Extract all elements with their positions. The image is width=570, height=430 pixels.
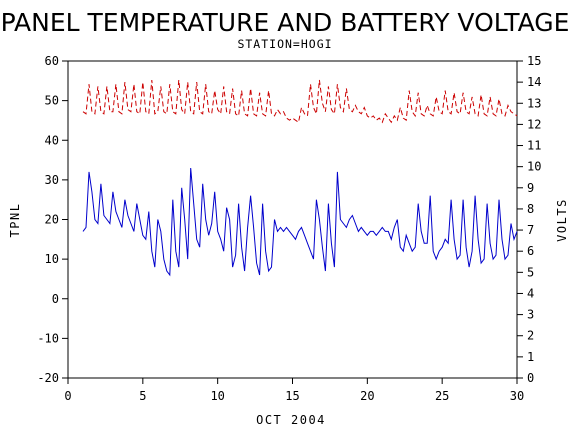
x-tick-label: 10 xyxy=(210,389,224,403)
y-right-tick-label: 3 xyxy=(527,308,534,322)
y-right-tick-label: 6 xyxy=(527,244,534,258)
y-right-tick-label: 9 xyxy=(527,181,534,195)
y-right-tick-label: 11 xyxy=(527,139,541,153)
y-right-tick-label: 10 xyxy=(527,160,541,174)
y-left-tick-label: 60 xyxy=(45,54,59,68)
x-tick-label: 15 xyxy=(285,389,299,403)
x-axis-label: OCT 2004 xyxy=(256,413,326,427)
chart-subtitle: STATION=HOGI xyxy=(237,37,332,51)
y-left-tick-label: -20 xyxy=(37,371,59,385)
y-axis-left-label: TPNL xyxy=(8,203,22,238)
chart-title: PANEL TEMPERATURE AND BATTERY VOLTAGE xyxy=(1,8,570,37)
y-right-tick-label: 13 xyxy=(527,96,541,110)
y-right-tick-label: 0 xyxy=(527,371,534,385)
y-right-tick-label: 15 xyxy=(527,54,541,68)
y-axis-right-label: VOLTS xyxy=(555,198,569,242)
y-left-tick-label: 0 xyxy=(52,292,59,306)
battery-voltage-line xyxy=(82,79,518,124)
series-battery-voltage xyxy=(82,79,518,124)
x-tick-label: 0 xyxy=(64,389,71,403)
series-panel-temperature xyxy=(82,167,518,277)
y-right-tick-label: 1 xyxy=(527,350,534,364)
y-right-tick-label: 7 xyxy=(527,223,534,237)
y-left-tick-label: 50 xyxy=(45,94,59,108)
x-tick-label: 5 xyxy=(139,389,146,403)
y-right-tick-label: 2 xyxy=(527,329,534,343)
y-right-tick-label: 14 xyxy=(527,75,541,89)
y-right-tick-label: 8 xyxy=(527,202,534,216)
x-axis: 0 5 10 15 20 25 30 xyxy=(64,378,524,403)
y-left-tick-label: 30 xyxy=(45,173,59,187)
x-tick-label: 30 xyxy=(510,389,524,403)
y-left-tick-label: 20 xyxy=(45,213,59,227)
y-left-tick-label: 40 xyxy=(45,133,59,147)
x-tick-label: 20 xyxy=(360,389,374,403)
y-right-tick-label: 4 xyxy=(527,286,534,300)
y-axis-left: -20 -10 0 10 20 30 40 50 60 xyxy=(37,54,68,385)
panel-temperature-line xyxy=(82,167,518,277)
y-left-tick-label: 10 xyxy=(45,252,59,266)
y-left-tick-label: -10 xyxy=(37,331,59,345)
x-tick-label: 25 xyxy=(435,389,449,403)
y-right-tick-label: 12 xyxy=(527,117,541,131)
y-right-tick-label: 5 xyxy=(527,265,534,279)
